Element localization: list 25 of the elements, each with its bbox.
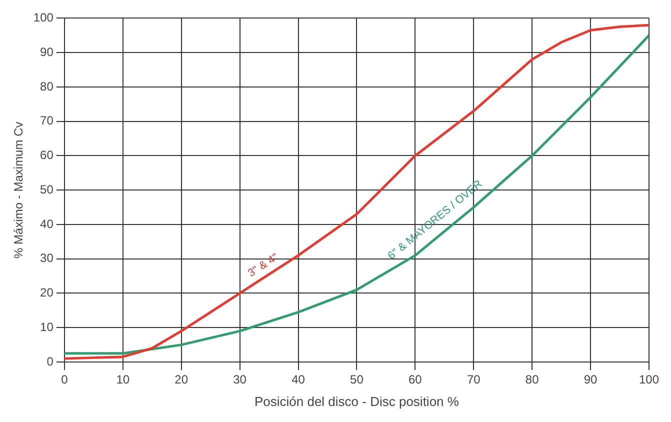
y-tick-label: 30	[40, 251, 54, 266]
x-tick-label: 60	[408, 372, 422, 387]
y-tick-label: 70	[40, 114, 54, 128]
y-tick-label: 60	[40, 148, 54, 162]
y-tick-label: 10	[40, 320, 54, 334]
x-tick-label: 40	[292, 372, 306, 387]
x-tick-label: 10	[116, 372, 130, 387]
y-axis-title: % Máximo - Maximum Cv	[12, 122, 26, 258]
x-tick-label: 20	[174, 372, 188, 387]
x-tick-label: 30	[233, 372, 247, 387]
y-tick-label: 50	[40, 182, 54, 196]
x-tick-label: 100	[638, 372, 660, 387]
y-tick-label: 0	[46, 354, 54, 368]
x-tick-label: 70	[466, 372, 481, 387]
x-tick-label: 0	[61, 372, 68, 387]
y-tick-label: 20	[40, 286, 54, 300]
text: 3" & 4"	[246, 251, 281, 280]
y-tick-label: 100	[33, 10, 54, 25]
y-tick-label: 90	[40, 44, 54, 59]
x-axis-title: Posición del disco - Disc position %	[254, 394, 460, 409]
x-tick-label: 80	[525, 372, 540, 387]
y-tick-label: 40	[40, 216, 54, 231]
x-tick-label: 50	[350, 372, 364, 387]
y-tick-label: 80	[40, 79, 54, 94]
x-tick-label: 90	[584, 372, 598, 387]
